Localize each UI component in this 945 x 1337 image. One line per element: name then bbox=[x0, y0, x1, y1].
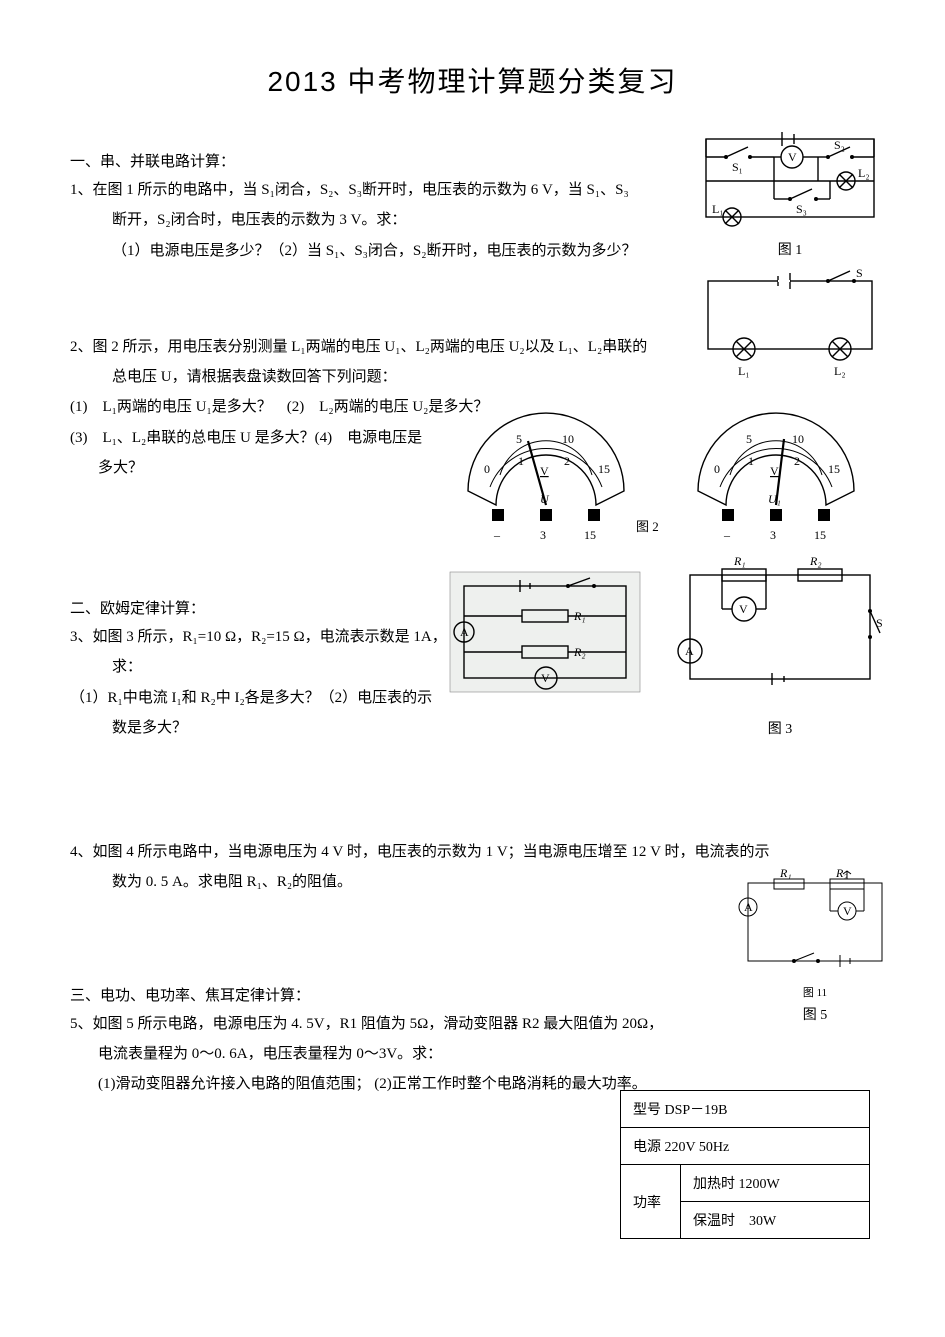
svg-text:5: 5 bbox=[746, 432, 752, 446]
svg-text:V: V bbox=[770, 464, 779, 478]
label-V-l: V bbox=[541, 671, 550, 685]
circuit-fig3-right: R₁ R₂ V S A bbox=[680, 565, 880, 695]
spec-power-label: 功率 bbox=[621, 1165, 681, 1239]
caption-fig11: 图 11 bbox=[740, 984, 890, 1000]
label-l2: L₂ bbox=[858, 166, 870, 180]
label-A-r: A bbox=[685, 644, 694, 658]
label-R15: R₁ bbox=[779, 866, 792, 880]
label-A5: A bbox=[744, 900, 753, 914]
spec-model: 型号 DSP－19B bbox=[621, 1091, 870, 1128]
svg-text:3: 3 bbox=[770, 528, 776, 542]
svg-text:10: 10 bbox=[792, 432, 804, 446]
svg-text:1: 1 bbox=[518, 454, 524, 468]
svg-text:V: V bbox=[540, 464, 549, 478]
caption-fig1: 图 1 bbox=[700, 239, 880, 259]
label-S-r: S bbox=[876, 616, 883, 630]
q5-line2: 电流表量程为 0～0. 6A，电压表量程为 0～3V。求： bbox=[70, 1041, 875, 1067]
label-R25: R₂ bbox=[835, 866, 848, 880]
label-R2-r: R₂ bbox=[809, 554, 822, 568]
circuit-fig3-left: A R₁ R₂ V bbox=[450, 572, 640, 692]
page-title: 2013 中考物理计算题分类复习 bbox=[70, 60, 875, 100]
caption-fig5: 图 5 bbox=[740, 1004, 890, 1024]
svg-text:0: 0 bbox=[484, 462, 490, 476]
svg-text:15: 15 bbox=[828, 462, 840, 476]
caption-fig3: 图 3 bbox=[680, 718, 880, 738]
svg-text:–: – bbox=[493, 528, 501, 542]
svg-text:0: 0 bbox=[714, 462, 720, 476]
figure-2-meters: 0 5 10 15 1 2 V U – 3 15 图 2 0 5 10 15 bbox=[438, 413, 868, 548]
meter-U1: U₁ bbox=[768, 492, 781, 506]
circuit-fig2-top: S L₁ L₂ bbox=[700, 275, 880, 365]
figure-2-circuit: S L₁ L₂ bbox=[700, 275, 880, 370]
label-V5: V bbox=[843, 904, 852, 918]
svg-text:3: 3 bbox=[540, 528, 546, 542]
spec-heating: 加热时 1200W bbox=[681, 1165, 870, 1202]
label-s3: S₃ bbox=[796, 202, 807, 216]
svg-text:5: 5 bbox=[516, 432, 522, 446]
svg-text:10: 10 bbox=[562, 432, 574, 446]
meter-U: U bbox=[540, 492, 550, 506]
circuit-fig5: A R₁ R₂ V bbox=[740, 875, 890, 975]
label-s: S bbox=[856, 266, 863, 280]
label-V-r: V bbox=[739, 602, 748, 616]
figure-3-left: A R₁ R₂ V bbox=[450, 572, 640, 697]
label-s1: S₁ bbox=[732, 160, 743, 174]
svg-text:15: 15 bbox=[814, 528, 826, 542]
label-A-l: A bbox=[460, 625, 469, 639]
label-v: V bbox=[788, 150, 797, 164]
spec-power-supply: 电源 220V 50Hz bbox=[621, 1128, 870, 1165]
spec-keepwarm: 保温时 30W bbox=[681, 1202, 870, 1239]
label-l1: L₁ bbox=[712, 202, 724, 216]
q4-line1: 4、如图 4 所示电路中，当电源电压为 4 V 时，电压表的示数为 1 V；当电… bbox=[70, 839, 875, 865]
svg-text:15: 15 bbox=[584, 528, 596, 542]
spec-table: 型号 DSP－19B 电源 220V 50Hz 功率 加热时 1200W 保温时… bbox=[620, 1090, 870, 1239]
svg-text:–: – bbox=[723, 528, 731, 542]
circuit-fig1: S₁ V S₂ L₂ S₃ L bbox=[700, 135, 880, 230]
figure-1: S₁ V S₂ L₂ S₃ L bbox=[700, 135, 880, 259]
svg-text:2: 2 bbox=[794, 454, 800, 468]
voltmeter-dials: 0 5 10 15 1 2 V U – 3 15 图 2 0 5 10 15 bbox=[438, 413, 868, 543]
svg-text:1: 1 bbox=[748, 454, 754, 468]
label-R1-r: R₁ bbox=[733, 554, 746, 568]
figure-3-right: R₁ R₂ V S A 图 3 bbox=[680, 565, 880, 738]
svg-text:15: 15 bbox=[598, 462, 610, 476]
label-l1b: L₁ bbox=[738, 364, 750, 378]
figure-5: A R₁ R₂ V 图 11 图 5 bbox=[740, 875, 890, 1024]
svg-text:2: 2 bbox=[564, 454, 570, 468]
caption-fig2: 图 2 bbox=[636, 519, 659, 534]
label-l2b: L₂ bbox=[834, 364, 846, 378]
label-s2: S₂ bbox=[834, 138, 845, 152]
